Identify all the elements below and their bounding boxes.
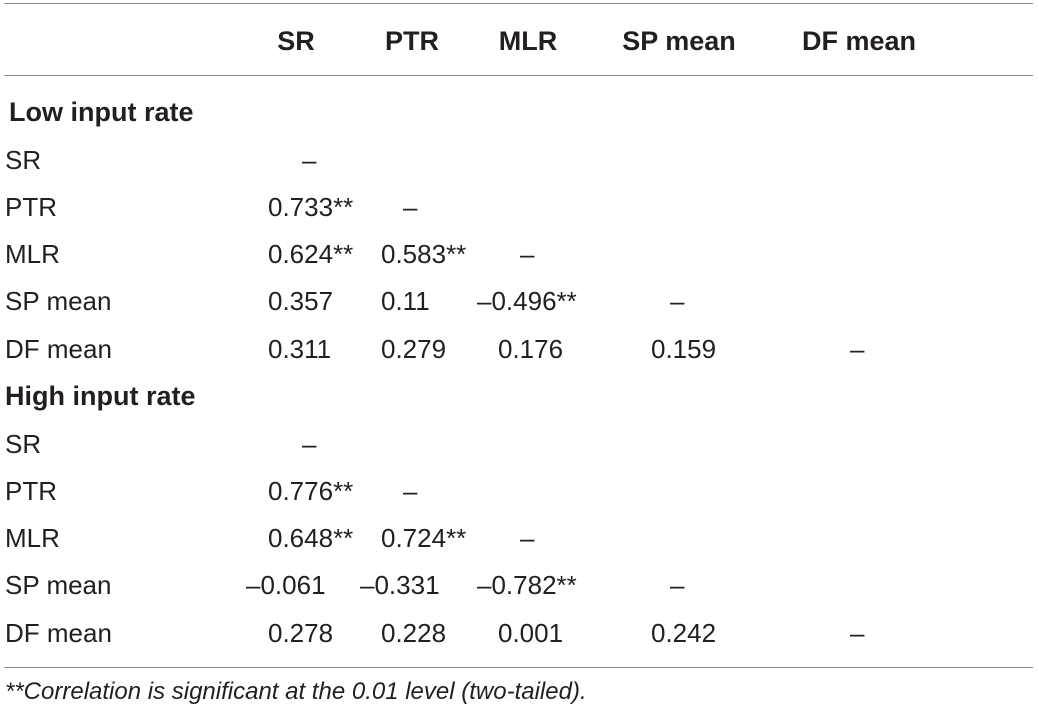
table-cell: 0.357 [268,286,334,316]
table-cell: 0.311 [268,334,332,364]
row-label: PTR [5,476,57,506]
table-cell: 0.776** [268,476,354,506]
table-top-rule [4,3,1033,4]
table-cell: 0.242 [651,618,717,648]
table-cell: 0.176 [498,334,564,364]
table-cell: – [403,192,418,222]
table-cell: –0.331 [360,570,440,600]
table-cell: – [670,286,685,316]
table-cell: – [850,334,865,364]
column-header-ptr: PTR [385,26,439,56]
section-header-low-input-rate: Low input rate [0,90,1039,134]
table-row: SR – [0,138,1039,182]
table-row: SP mean –0.061 –0.331 –0.782** – [0,563,1039,607]
row-label: MLR [5,239,60,269]
table-cell: 0.648** [268,523,354,553]
table-row: SP mean 0.357 0.11 –0.496** – [0,279,1039,323]
table-header-rule [4,75,1033,76]
table-row: MLR 0.648** 0.724** – [0,516,1039,560]
table-cell: 0.733** [268,192,354,222]
row-label: SR [5,145,42,175]
column-header-df-mean: DF mean [801,26,917,56]
column-header-sp-mean: SP mean [622,26,736,56]
table-row: SR – [0,422,1039,466]
row-label: SR [5,429,42,459]
table-row: PTR 0.733** – [0,185,1039,229]
table-row: DF mean 0.278 0.228 0.001 0.242 – [0,611,1039,655]
table-cell: – [850,618,865,648]
table-cell: – [302,429,317,459]
table-bottom-rule [4,667,1033,668]
row-label: DF mean [5,334,112,364]
table-cell: – [403,476,418,506]
table-cell: –0.061 [246,570,326,600]
table-cell: 0.159 [651,334,717,364]
table-row: PTR 0.776** – [0,469,1039,513]
table-cell: 0.624** [268,239,354,269]
section-title: Low input rate [9,97,194,127]
table-cell: – [302,145,317,175]
row-label: DF mean [5,618,112,648]
table-row: MLR 0.624** 0.583** – [0,232,1039,276]
row-label: PTR [5,192,57,222]
table-header-row: SR PTR MLR SP mean DF mean [0,19,1039,63]
table-cell: – [520,239,535,269]
table-cell: –0.782** [477,570,577,600]
row-label: MLR [5,523,60,553]
column-header-sr: SR [277,26,315,56]
table-cell: 0.11 [381,286,430,316]
row-label: SP mean [5,286,112,316]
column-header-mlr: MLR [498,26,558,56]
table-cell: 0.724** [381,523,467,553]
table-cell: 0.278 [268,618,334,648]
table-cell: 0.279 [381,334,447,364]
table-cell: –0.496** [477,286,577,316]
table-cell: – [520,523,535,553]
table-cell: 0.583** [381,239,467,269]
table-cell: 0.001 [498,618,564,648]
table-cell: 0.228 [381,618,447,648]
row-label: SP mean [5,570,112,600]
table-row: DF mean 0.311 0.279 0.176 0.159 – [0,327,1039,371]
table-cell: – [670,570,685,600]
section-header-high-input-rate: High input rate [0,374,1039,418]
section-title: High input rate [5,381,196,411]
table-footnote: **Correlation is significant at the 0.01… [5,678,587,705]
